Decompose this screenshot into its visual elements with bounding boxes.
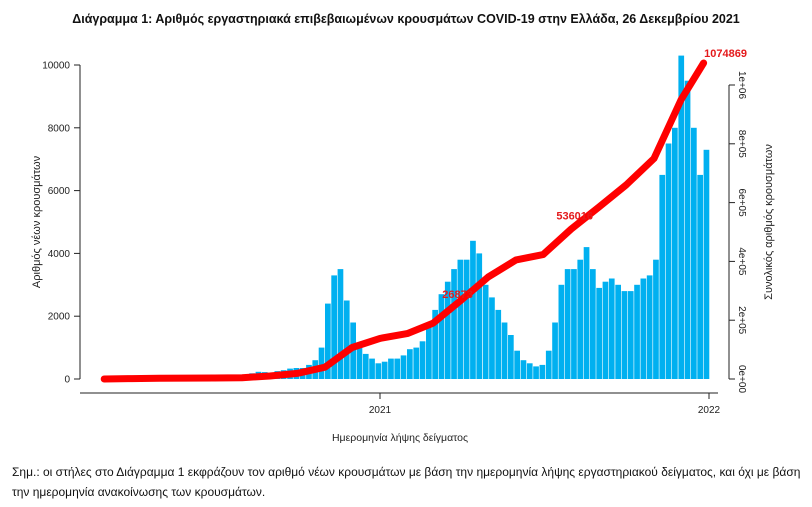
bar: [665, 143, 672, 379]
bar: [444, 281, 451, 379]
bar: [583, 247, 590, 379]
annotation-label: 1074869: [704, 48, 747, 60]
bar: [558, 284, 565, 379]
annotation-label: 26873: [442, 289, 473, 301]
bar: [508, 335, 514, 379]
bar: [463, 259, 470, 379]
y-tick-label: 6000: [48, 186, 71, 197]
bar: [318, 347, 325, 379]
bar: [545, 350, 552, 379]
bar: [514, 350, 520, 379]
bar: [520, 360, 527, 379]
y-right-tick-label: 1e+06: [736, 71, 747, 100]
bar: [640, 278, 647, 379]
bar: [400, 355, 407, 379]
x-tick-label: 2021: [369, 405, 392, 416]
y-axis-label: Αριθμός νέων κρουσμάτων: [31, 155, 43, 288]
bar: [362, 353, 369, 379]
bar: [602, 281, 609, 379]
bar: [627, 291, 634, 379]
y-tick-label: 0: [64, 375, 70, 386]
bar: [470, 240, 476, 379]
bar: [608, 278, 615, 379]
cumulative-line-layer: [100, 59, 708, 383]
bar: [394, 358, 401, 379]
y-tick-label: 4000: [48, 249, 71, 260]
bar: [482, 284, 489, 379]
bar: [653, 259, 659, 379]
annotations-layer: 26873 536016 1074869: [442, 48, 747, 301]
y-tick-label: 2000: [48, 312, 71, 323]
bar: [678, 55, 685, 379]
bar: [596, 287, 602, 379]
bar: [337, 269, 344, 379]
bar: [659, 174, 666, 379]
y-right-tick-label: 0e+00: [736, 365, 747, 394]
bar: [539, 364, 546, 379]
annotation-label: 536016: [556, 210, 593, 222]
y-right-tick-label: 4e+05: [736, 247, 747, 276]
bar: [703, 149, 710, 379]
bar: [697, 174, 703, 379]
bar: [684, 80, 691, 379]
bar: [356, 344, 363, 379]
chart-note: Σημ.: οι στήλες στο Διάγραμμα 1 εκφράζου…: [12, 465, 801, 499]
bar: [325, 303, 331, 379]
bar: [381, 361, 388, 379]
axes-layer: 2021 2022 0 2000 4000 6000 8000 10000 0e+00 2e+05…: [42, 61, 747, 417]
bar: [495, 309, 502, 379]
y-right-tick-label: 8e+05: [736, 130, 747, 159]
bar: [388, 358, 394, 379]
x-tick-label: 2022: [698, 405, 721, 416]
y-right-tick-label: 6e+05: [736, 189, 747, 218]
bar: [476, 253, 483, 379]
bar: [369, 358, 375, 379]
bar: [634, 284, 640, 379]
bar: [621, 291, 628, 379]
bar: [457, 259, 464, 379]
y-tick-label: 8000: [48, 123, 71, 134]
chart-title: Διάγραμμα 1: Αριθμός εργαστηριακά επιβεβ…: [72, 12, 740, 26]
bar: [672, 127, 678, 379]
bar: [691, 127, 697, 379]
y-right-tick-label: 2e+05: [736, 306, 747, 335]
bar: [577, 259, 584, 379]
bar: [375, 363, 382, 379]
bar: [571, 269, 577, 379]
bar: [438, 294, 445, 379]
bar: [526, 363, 533, 379]
bar: [615, 284, 621, 379]
bar: [564, 269, 571, 379]
bar: [331, 275, 337, 379]
bar: [407, 349, 413, 379]
bar: [590, 269, 596, 379]
cumulative-line: [100, 59, 708, 383]
bar: [646, 275, 653, 379]
bar: [413, 347, 420, 379]
bar: [419, 341, 426, 379]
bar: [343, 300, 350, 379]
bar: [552, 322, 558, 379]
bar: [432, 309, 438, 379]
y-axis-right-label: Συνολικός αριθμός κρουσμάτων: [763, 144, 775, 300]
y-tick-label: 10000: [42, 61, 70, 72]
x-axis-label: Ημερομηνία λήψης δείγματος: [332, 432, 468, 444]
bar: [426, 325, 432, 379]
bar: [533, 366, 539, 379]
bar: [501, 322, 508, 379]
bar: [489, 297, 495, 379]
bar: [451, 269, 457, 379]
